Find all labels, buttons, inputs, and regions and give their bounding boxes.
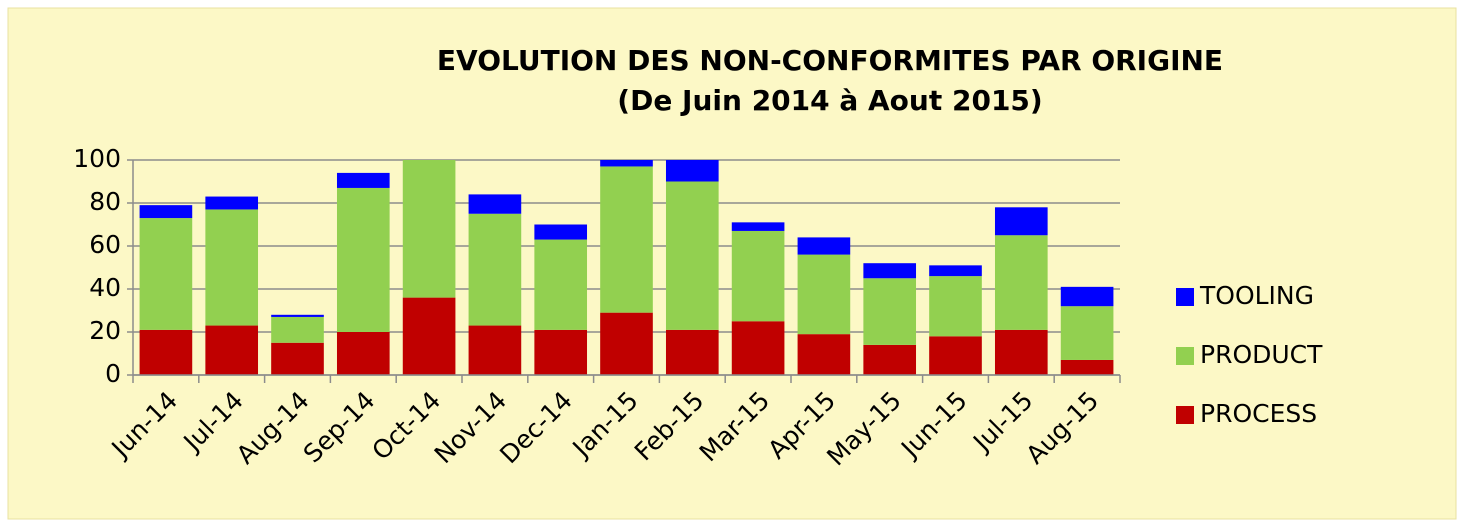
bar-segment: [863, 278, 917, 345]
y-tick-label: 100: [73, 144, 121, 173]
bar-segment: [600, 166, 653, 313]
bar-segment: [797, 334, 851, 375]
bar-segment: [139, 205, 193, 219]
bar-segment: [205, 196, 259, 210]
legend-label: TOOLING: [1199, 281, 1314, 310]
bar-segment: [1060, 286, 1114, 307]
bar-segment: [139, 329, 193, 375]
y-tick-label: 0: [105, 359, 121, 388]
bar-segment: [731, 321, 785, 375]
bar-segment: [336, 332, 390, 375]
bar-segment: [205, 209, 259, 326]
bar-segment: [797, 254, 851, 335]
bar-segment: [863, 344, 917, 375]
bar-segment: [665, 329, 719, 375]
bar-segment: [929, 276, 982, 337]
y-tick-label: 60: [89, 230, 121, 259]
bar-segment: [534, 239, 588, 330]
bar-segment: [1060, 359, 1114, 375]
legend-swatch: [1176, 288, 1194, 306]
bar-segment: [994, 329, 1048, 375]
bar-segment: [468, 213, 522, 326]
bar-segment: [994, 235, 1048, 330]
legend-swatch: [1176, 406, 1194, 424]
bar-segment: [336, 172, 390, 188]
bar-segment: [336, 187, 390, 332]
y-tick-label: 20: [89, 316, 121, 345]
bar-segment: [1060, 306, 1114, 360]
bar-segment: [468, 194, 522, 214]
y-tick-label: 40: [89, 273, 121, 302]
bar-segment: [205, 325, 259, 375]
legend-swatch: [1176, 347, 1194, 365]
bar-segment: [534, 329, 588, 375]
bar-segment: [271, 316, 324, 343]
bar-segment: [994, 207, 1048, 236]
bar-segment: [402, 297, 456, 375]
chart-title: EVOLUTION DES NON-CONFORMITES PAR ORIGIN…: [437, 44, 1223, 77]
bar-segment: [468, 325, 522, 375]
y-tick-label: 80: [89, 187, 121, 216]
bar-segment: [731, 230, 785, 322]
bar-segment: [797, 237, 851, 255]
bar-segment: [534, 224, 588, 240]
bar-segment: [139, 218, 193, 330]
bar-segment: [929, 265, 982, 277]
bar-segment: [271, 314, 324, 317]
bar-segment: [665, 181, 719, 330]
bar-segment: [929, 336, 982, 375]
bar-segment: [271, 342, 324, 375]
bar-segment: [731, 222, 785, 231]
bar-segment: [863, 263, 917, 279]
bar-segment: [665, 160, 719, 182]
bar-segment: [402, 160, 456, 298]
bar-segment: [600, 312, 653, 375]
legend-label: PROCESS: [1200, 399, 1317, 428]
bar-segment: [600, 160, 653, 167]
chart-subtitle: (De Juin 2014 à Aout 2015): [617, 84, 1042, 117]
legend-label: PRODUCT: [1200, 340, 1323, 369]
